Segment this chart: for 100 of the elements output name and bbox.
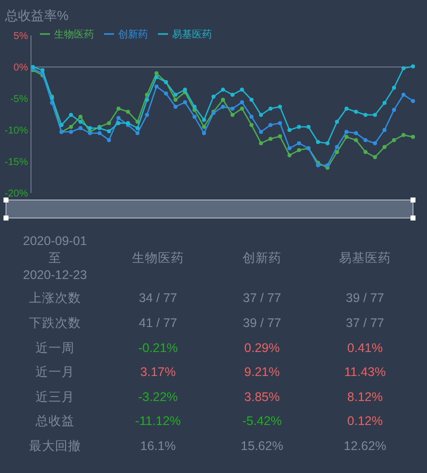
- text: 15.62%: [240, 439, 284, 453]
- text: 16.1%: [140, 439, 176, 453]
- point: [268, 122, 272, 127]
- text: 9.21%: [244, 365, 280, 379]
- point: [402, 92, 406, 97]
- text: 总收益: [34, 414, 74, 428]
- point: [402, 66, 406, 70]
- legend-label: 生物医药: [54, 28, 94, 40]
- point: [402, 133, 406, 138]
- point: [354, 110, 358, 114]
- point: [344, 106, 348, 111]
- point: [373, 112, 377, 117]
- point: [221, 104, 225, 109]
- point: [278, 121, 282, 126]
- point: [78, 126, 82, 130]
- y-tick-label: -10%: [4, 126, 28, 136]
- point: [268, 106, 272, 111]
- point: [259, 112, 263, 117]
- point: [202, 124, 206, 129]
- point: [40, 68, 44, 72]
- point: [230, 112, 234, 117]
- text: 最大回撤: [29, 439, 81, 453]
- point: [183, 100, 187, 104]
- point: [297, 124, 301, 129]
- point: [326, 163, 330, 168]
- text: 0.12%: [347, 414, 383, 428]
- point: [230, 92, 234, 97]
- text: 37 / 77: [346, 316, 384, 330]
- point: [278, 104, 282, 109]
- point: [250, 114, 254, 119]
- chart-title: 总收益率%: [4, 8, 69, 23]
- text: 近一月: [36, 365, 74, 379]
- point: [335, 145, 339, 150]
- point: [230, 106, 234, 111]
- point: [202, 118, 206, 122]
- point: [268, 136, 272, 141]
- point: [126, 110, 130, 114]
- point: [69, 112, 73, 117]
- y-tick-label: 5%: [14, 31, 28, 42]
- point: [392, 138, 396, 142]
- point: [174, 98, 178, 102]
- point: [174, 92, 178, 97]
- point: [411, 99, 415, 104]
- text: 2020-09-01 至 2020-12-23: [23, 234, 88, 282]
- point: [382, 100, 386, 105]
- point: [116, 121, 120, 126]
- point: [136, 120, 140, 124]
- point: [297, 148, 301, 152]
- point: [288, 146, 292, 150]
- point: [154, 75, 158, 80]
- point: [354, 131, 358, 136]
- point: [145, 98, 149, 102]
- point: [364, 112, 368, 117]
- point: [69, 130, 73, 134]
- point: [259, 141, 263, 146]
- text: 易基医药: [339, 251, 391, 265]
- point: [240, 100, 244, 104]
- text: -0.21%: [138, 341, 178, 355]
- point: [192, 104, 196, 109]
- point: [259, 130, 263, 134]
- text: 3.85%: [244, 390, 280, 404]
- legend-label: 易基医药: [172, 28, 212, 40]
- text: 8.12%: [347, 390, 383, 404]
- point: [212, 94, 216, 99]
- point: [192, 114, 196, 119]
- point: [88, 126, 92, 130]
- text: 0.29%: [244, 341, 280, 355]
- point: [250, 122, 254, 127]
- point: [297, 141, 301, 146]
- point: [78, 114, 82, 119]
- text: -3.22%: [138, 390, 178, 404]
- point: [373, 155, 377, 160]
- point: [326, 141, 330, 146]
- point: [382, 128, 386, 132]
- text: 近一周: [36, 341, 74, 355]
- point: [202, 131, 206, 136]
- text: 创新药: [242, 251, 282, 265]
- point: [288, 128, 292, 132]
- text: 12.62%: [344, 439, 386, 453]
- point: [344, 130, 348, 134]
- point: [116, 106, 120, 111]
- point: [154, 71, 158, 76]
- text: 11.43%: [344, 365, 386, 379]
- point: [107, 121, 111, 126]
- point: [174, 104, 178, 109]
- point: [107, 129, 111, 134]
- point: [221, 98, 225, 102]
- text: -5.42%: [242, 414, 282, 428]
- point: [145, 92, 149, 97]
- point: [354, 138, 358, 142]
- point: [60, 122, 64, 127]
- point: [364, 138, 368, 142]
- point: [411, 64, 415, 68]
- point: [278, 134, 282, 138]
- point: [373, 141, 377, 146]
- point: [344, 134, 348, 139]
- point: [306, 124, 310, 129]
- point: [69, 124, 73, 129]
- point: [392, 86, 396, 90]
- point: [392, 108, 396, 112]
